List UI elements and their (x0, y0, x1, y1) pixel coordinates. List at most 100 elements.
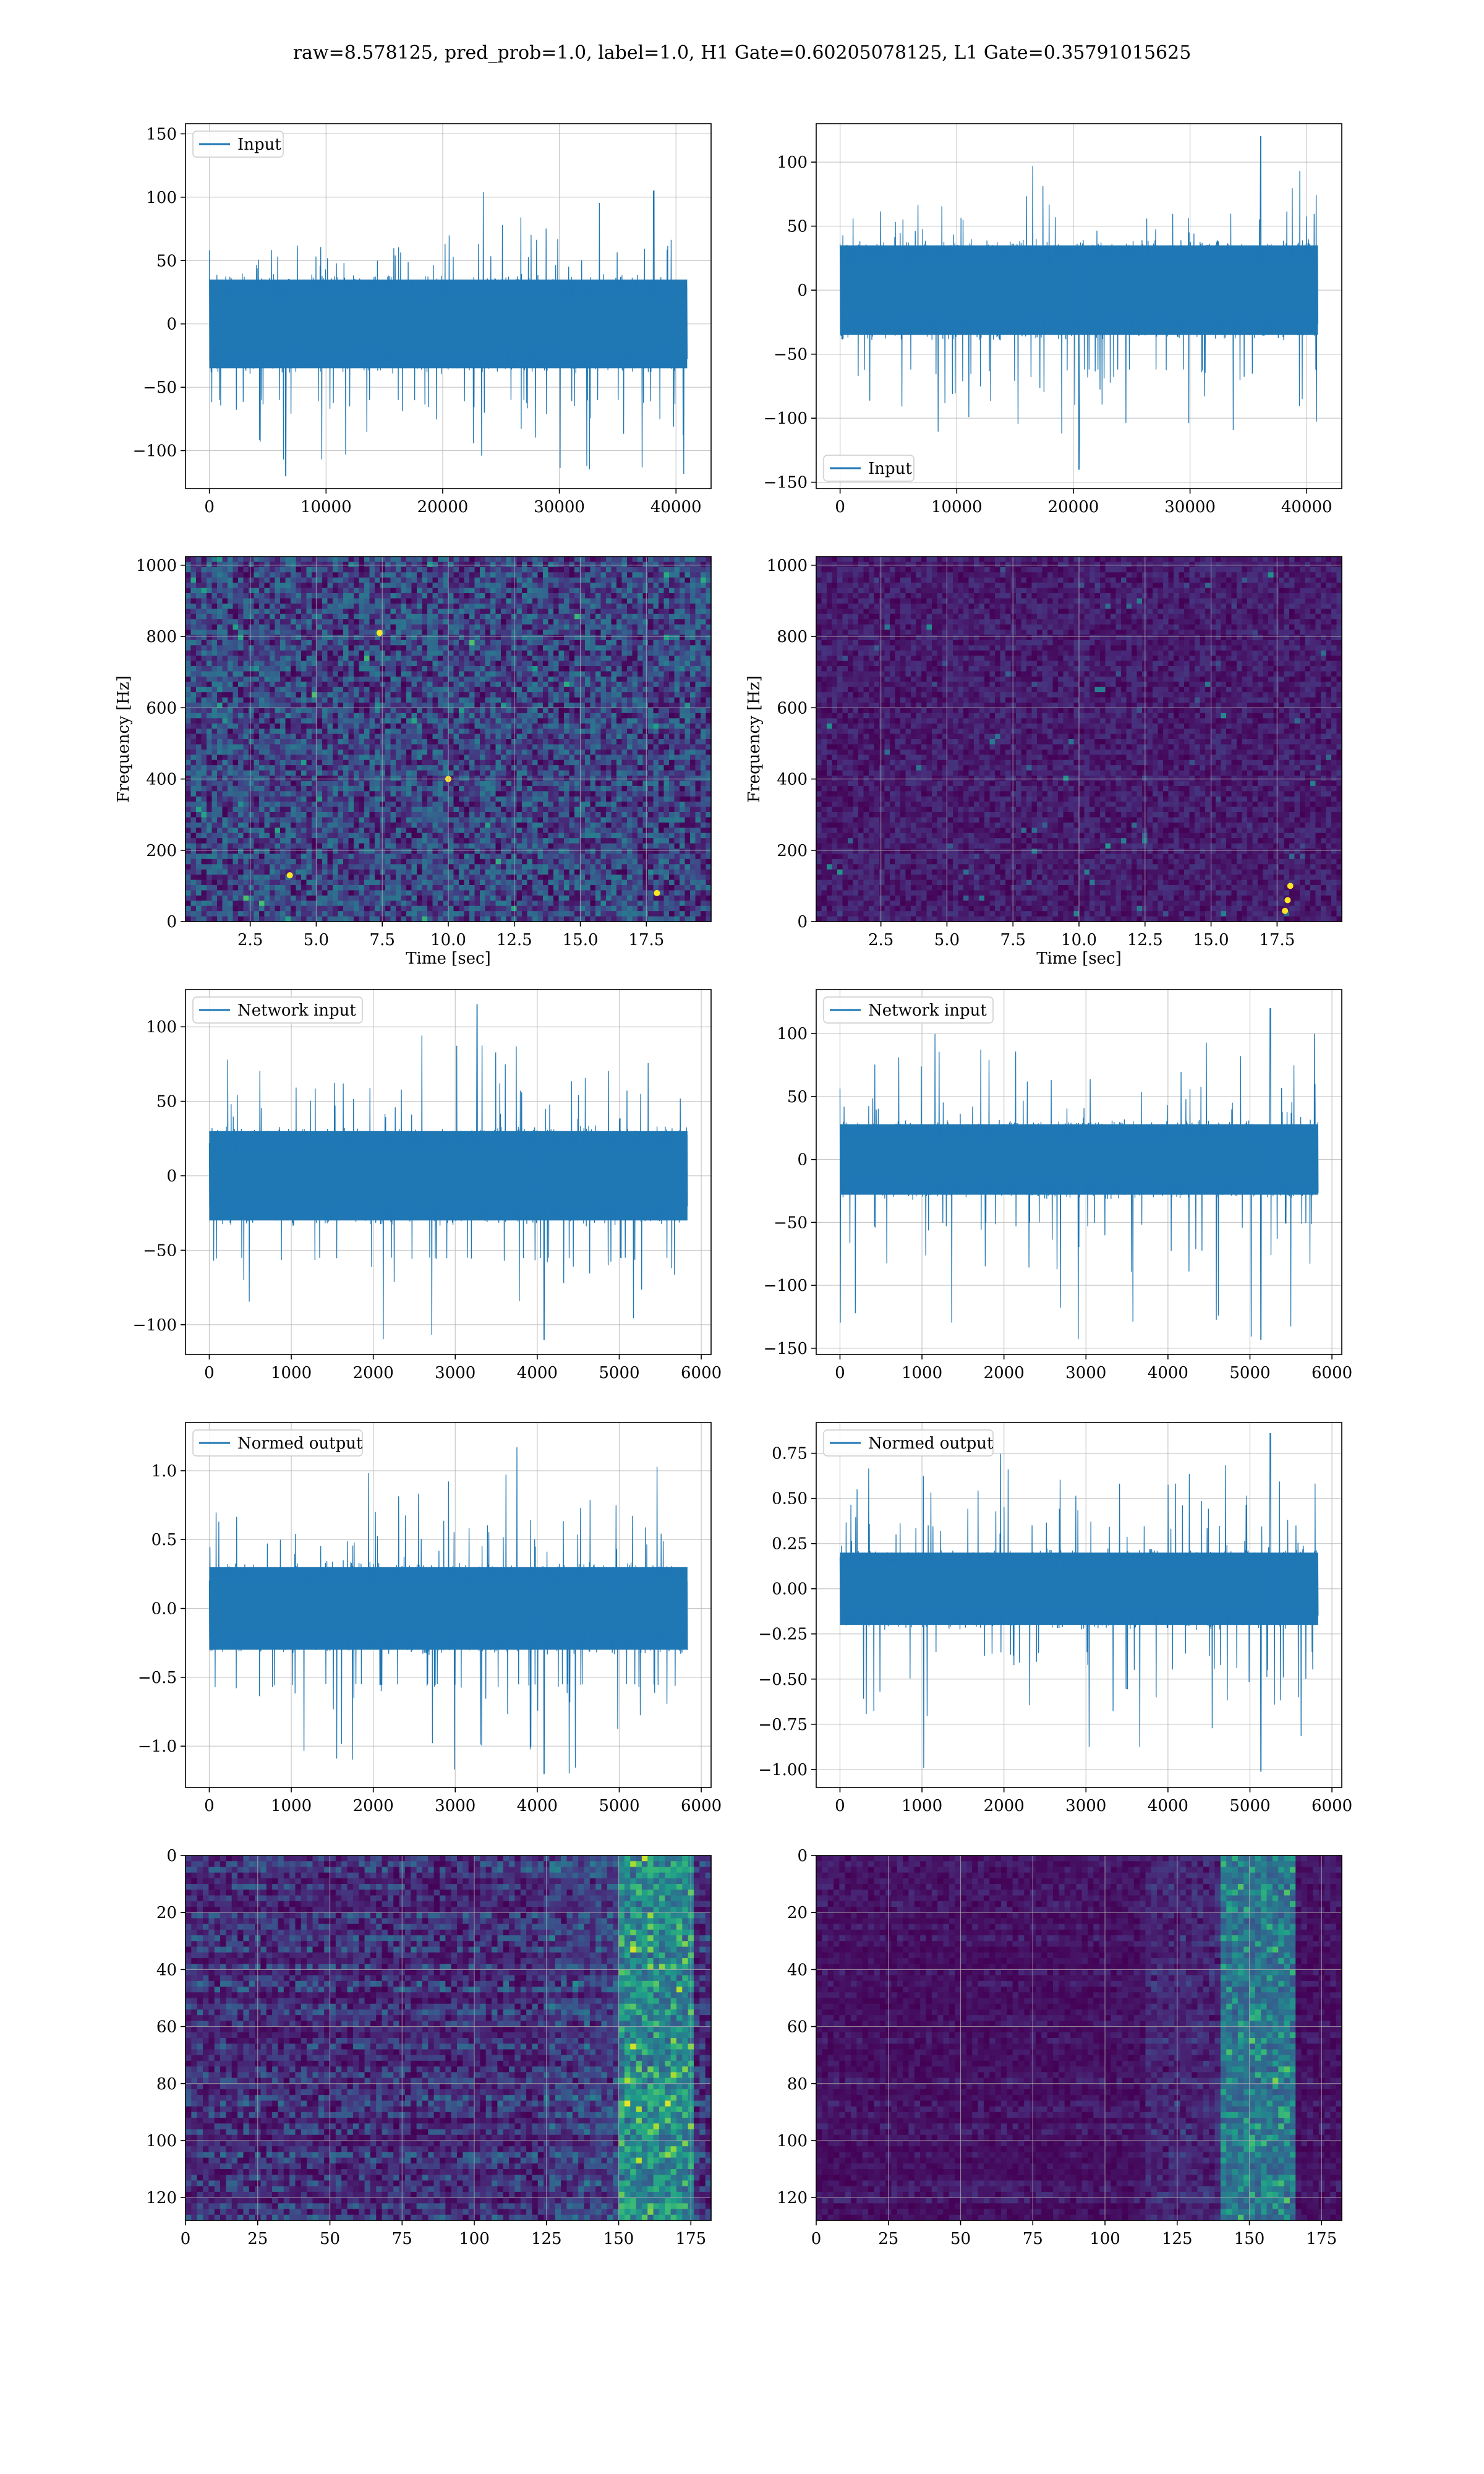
h1-spectrogram-cell (638, 614, 644, 620)
h1-spectrogram-cell (417, 609, 423, 615)
h1-spectrogram-cell (695, 583, 701, 589)
h1-spectrogram-cell (291, 656, 297, 662)
h1-spectrogram-cell (459, 791, 465, 797)
h1-spectrogram-cell (627, 593, 633, 599)
h1-spectrogram-cell (228, 598, 234, 604)
h1-spectrogram-cell (438, 609, 444, 615)
h1-spectrogram-cell (548, 687, 554, 693)
h1-spectrogram-cell (396, 614, 402, 620)
h1-spectrogram-cell (217, 598, 223, 604)
h1-spectrogram-cell (369, 572, 375, 578)
h1-spectrogram-cell (663, 640, 670, 646)
h1-spectrogram-cell (401, 770, 407, 776)
h1-spectrogram-cell (585, 640, 591, 646)
h1-spectrogram-cell (432, 682, 438, 688)
h1-spectrogram-cell (680, 682, 686, 688)
h1-spectrogram-cell (474, 765, 480, 771)
h1-spectrogram-cell (186, 614, 192, 620)
h1-spectrogram-cell (211, 718, 218, 724)
h1-spectrogram-cell (474, 588, 480, 594)
h1-spectrogram-cell (222, 776, 228, 782)
h1-spectrogram-cell (222, 781, 228, 787)
h1-spectrogram-cell (653, 708, 659, 714)
h1-spectrogram-cell (600, 609, 607, 615)
h1-spectrogram-cell (474, 781, 480, 787)
h1-spectrogram-cell (485, 676, 491, 682)
h1-spectrogram-cell (385, 645, 391, 651)
h1-spectrogram-cell (422, 729, 428, 735)
h1-spectrogram-cell (616, 666, 623, 672)
h1-spectrogram-cell (264, 697, 270, 703)
h1-spectrogram-cell (190, 781, 197, 787)
h1-spectrogram-cell (659, 802, 665, 808)
h1-spectrogram-cell (375, 687, 381, 693)
h1-spectrogram-cell (264, 640, 270, 646)
h1-spectrogram-cell (207, 666, 213, 672)
h1-spectrogram-cell (291, 760, 297, 766)
h1-spectrogram-cell (659, 676, 665, 682)
h1-spectrogram-cell (411, 718, 417, 724)
h1-spectrogram-cell (564, 557, 570, 563)
h1-spectrogram-cell (616, 640, 623, 646)
h1-spectrogram-cell (343, 687, 349, 693)
h1-spectrogram-cell (485, 781, 491, 787)
h1-spectrogram-cell (501, 619, 507, 625)
h1-spectrogram-cell (706, 785, 712, 792)
h1-spectrogram-cell (537, 583, 544, 589)
h1-spectrogram-cell (464, 739, 470, 745)
h1-spectrogram-cell (490, 676, 497, 682)
h1-spectrogram-cell (453, 770, 459, 776)
h1-spectrogram-cell (548, 593, 554, 599)
h1-spectrogram-cell (638, 770, 644, 776)
h1-spectrogram-cell (296, 577, 302, 583)
h1-spectrogram-cell (638, 598, 644, 604)
h1-spectrogram-cell (432, 567, 438, 573)
h1-input-ytick-label: 150 (146, 125, 177, 143)
h1-spectrogram-cell (238, 807, 244, 813)
h1-spectrogram-cell (207, 692, 213, 698)
h1-spectrogram-cell (574, 640, 581, 646)
h1-spectrogram-cell (427, 598, 433, 604)
h1-spectrogram-cell (453, 603, 459, 609)
h1-spectrogram-cell (207, 593, 213, 599)
h1-spectrogram-cell (422, 718, 428, 724)
h1-spectrogram-cell (585, 671, 591, 677)
h1-spectrogram-cell (674, 557, 680, 563)
h1-spectrogram-cell (669, 635, 675, 641)
h1-spectrogram-cell (585, 802, 591, 808)
h1-spectrogram-cell (595, 619, 602, 625)
h1-spectrogram-cell (490, 739, 497, 745)
h1-spectrogram-cell (527, 807, 533, 813)
h1-spectrogram-cell (627, 739, 633, 745)
h1-spectrogram-cell (275, 614, 281, 620)
h1-spectrogram-cell (222, 630, 228, 636)
h1-spectrogram-cell (537, 729, 544, 735)
h1-spectrogram-cell (190, 624, 197, 630)
h1-spectrogram-cell (186, 697, 192, 703)
h1-spectrogram-cell (627, 645, 633, 651)
h1-spectrogram-cell (301, 603, 307, 609)
h1-spectrogram-cell (364, 791, 370, 797)
h1-spectrogram-cell (390, 692, 396, 698)
h1-spectrogram-cell (338, 671, 344, 677)
h1-spectrogram-cell (690, 708, 696, 714)
h1-spectrogram-cell (296, 635, 302, 641)
h1-spectrogram-cell (585, 635, 591, 641)
h1-spectrogram-cell (516, 765, 522, 771)
h1-spectrogram-cell (238, 718, 244, 724)
h1-spectrogram-cell (548, 796, 554, 802)
h1-spectrogram-cell (406, 614, 412, 620)
h1-spectrogram-cell (327, 744, 333, 750)
h1-spectrogram-cell (217, 812, 223, 818)
h1-spectrogram-cell (275, 588, 281, 594)
h1-spectrogram-cell (453, 749, 459, 755)
h1-spectrogram-cell (632, 609, 638, 615)
h1-spectrogram-cell (564, 749, 570, 755)
h1-spectrogram-cell (632, 749, 638, 755)
h1-spectrogram-cell (674, 619, 680, 625)
h1-spectrogram-cell (480, 645, 486, 651)
h1-spectrogram-cell (527, 661, 533, 667)
h1-spectrogram-cell (243, 624, 249, 630)
h1-spectrogram-cell (275, 624, 281, 630)
h1-spectrogram-cell (228, 577, 234, 583)
